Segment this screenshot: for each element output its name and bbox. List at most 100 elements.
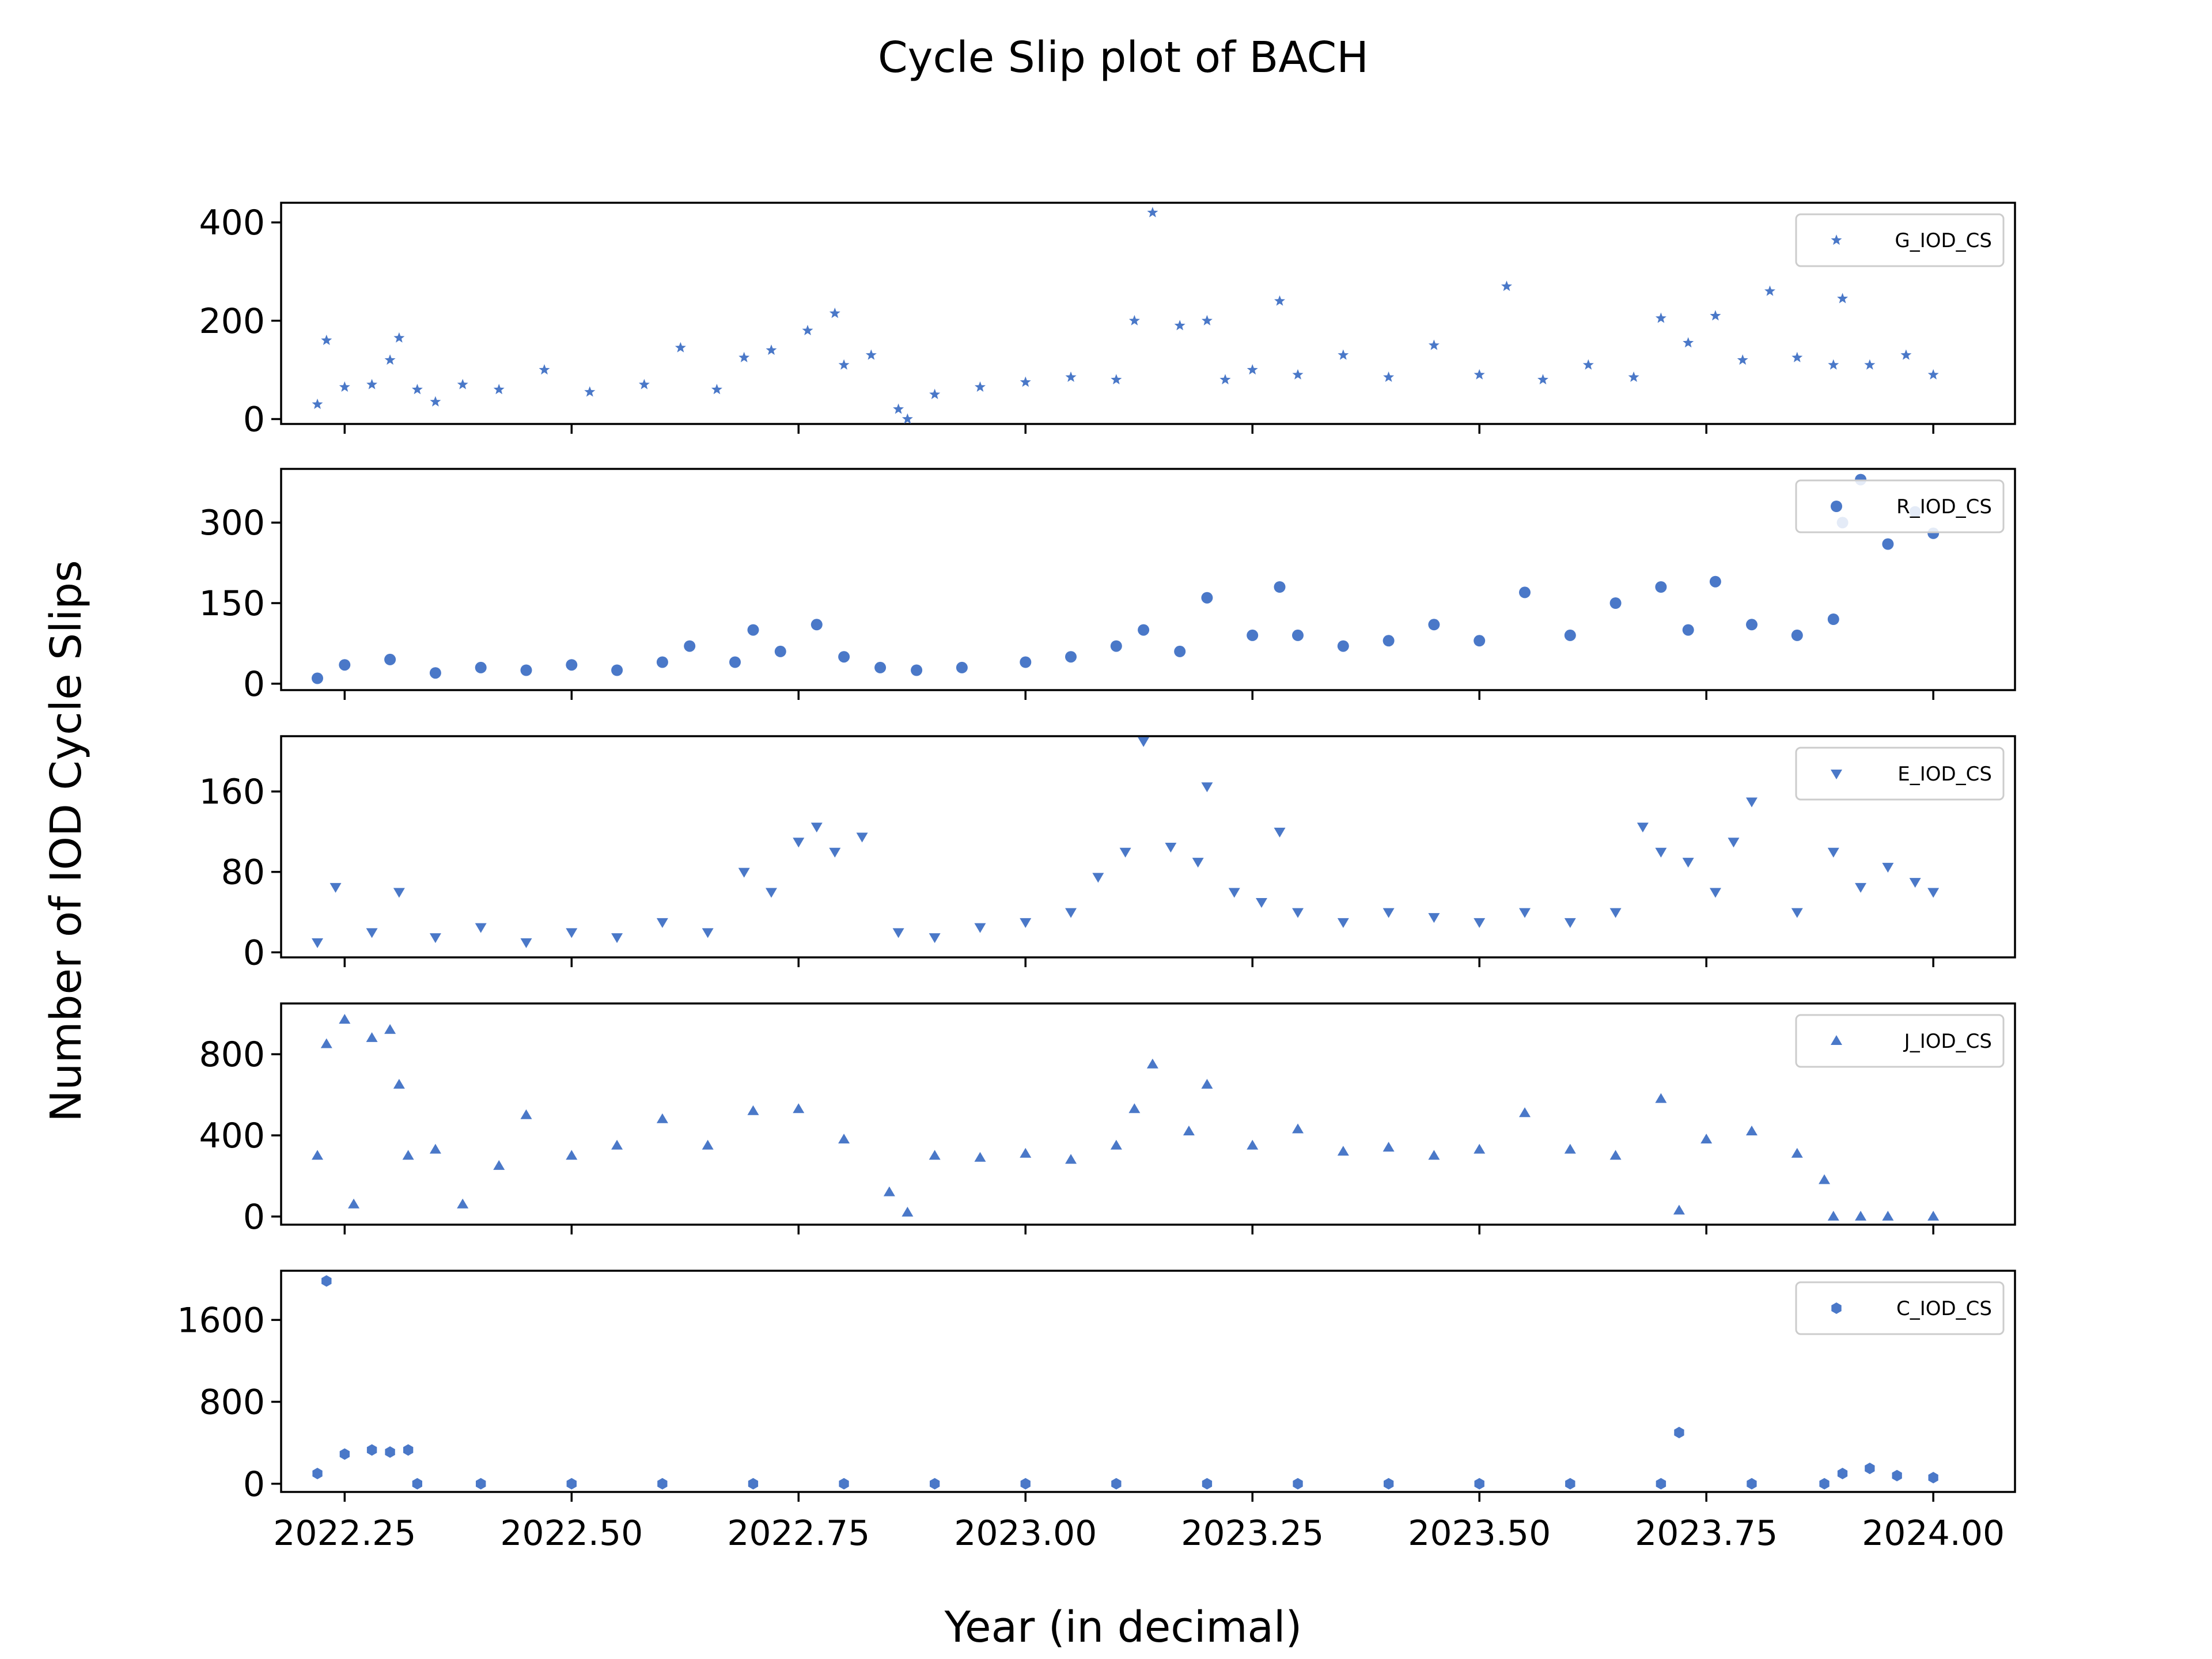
- data-point: [1337, 1146, 1349, 1156]
- x-tick-label: 2024.00: [1862, 1513, 2005, 1554]
- data-point: [793, 1103, 805, 1113]
- data-points: [312, 207, 1939, 424]
- data-point: [1247, 364, 1258, 375]
- data-point: [384, 653, 396, 665]
- data-point: [738, 868, 750, 878]
- subplot-j-iod-cs: 0 400 800 J_IOD_CS: [199, 1002, 2016, 1237]
- data-point: [1110, 1139, 1122, 1150]
- data-point: [810, 619, 823, 631]
- data-point: [1292, 369, 1304, 380]
- data-point: [656, 656, 668, 668]
- data-point: [747, 624, 759, 636]
- data-points: [312, 1014, 1940, 1221]
- y-tick-label: 0: [243, 933, 265, 973]
- data-point: [1737, 354, 1748, 365]
- y-tick-label: 1600: [177, 1300, 265, 1340]
- data-point: [429, 667, 441, 679]
- chart-title: Cycle Slip plot of BACH: [878, 33, 1369, 82]
- data-point: [1228, 888, 1240, 898]
- data-point: [902, 1206, 914, 1217]
- x-axis-title: Year (in decimal): [944, 1603, 1302, 1652]
- data-point: [1791, 1147, 1803, 1158]
- legend-marker: [1831, 770, 1842, 779]
- data-point: [1882, 862, 1894, 873]
- data-point: [911, 664, 923, 676]
- data-point: [1337, 918, 1349, 928]
- data-point: [1882, 538, 1894, 550]
- y-tick-label: 800: [199, 1035, 265, 1075]
- data-point: [1474, 1478, 1484, 1490]
- data-point: [329, 882, 342, 893]
- data-point: [1900, 349, 1912, 360]
- data-point: [1383, 371, 1395, 382]
- legend-label: E_IOD_CS: [1897, 763, 1992, 786]
- y-tick-label: 0: [243, 1197, 265, 1237]
- data-point: [312, 938, 324, 948]
- data-point: [384, 1024, 396, 1034]
- data-point: [1065, 651, 1077, 663]
- data-point: [1655, 847, 1667, 858]
- data-point: [339, 1014, 351, 1024]
- data-point: [366, 1444, 377, 1456]
- data-point: [1201, 782, 1213, 793]
- data-point: [1709, 888, 1721, 898]
- x-tick-label: 2022.50: [500, 1513, 643, 1554]
- data-point: [1710, 310, 1721, 321]
- data-point: [1882, 1210, 1894, 1221]
- y-axis-title: Number of IOD Cycle Slips: [41, 560, 91, 1122]
- data-point: [1020, 1478, 1031, 1490]
- data-point: [493, 1160, 505, 1170]
- axes-frame: [280, 1002, 2016, 1226]
- data-point: [566, 1150, 578, 1160]
- data-point: [1637, 823, 1649, 833]
- data-point: [747, 1105, 759, 1115]
- data-point: [1656, 1478, 1666, 1490]
- data-point: [1128, 1103, 1141, 1113]
- data-point: [1474, 918, 1486, 928]
- data-point: [656, 918, 668, 928]
- x-tick-label: 2022.25: [273, 1513, 416, 1554]
- data-point: [1428, 1150, 1440, 1160]
- data-point: [611, 664, 623, 676]
- data-point: [1255, 898, 1267, 908]
- data-point: [684, 640, 696, 652]
- data-point: [1147, 207, 1158, 218]
- data-point: [393, 332, 405, 343]
- data-point: [402, 1150, 414, 1160]
- data-point: [1501, 281, 1512, 291]
- data-point: [1247, 629, 1259, 641]
- y-tick-label: 400: [199, 203, 265, 243]
- subplot-r-iod-cs: 0 150 300 R_IOD_CS: [199, 468, 2016, 704]
- data-point: [766, 344, 777, 355]
- data-point: [348, 1198, 360, 1209]
- y-tick-label: 300: [199, 503, 265, 543]
- data-point: [1020, 656, 1032, 668]
- legend-box: [1795, 747, 2005, 801]
- legend: J_IOD_CS: [1795, 1014, 2005, 1068]
- data-point: [1855, 882, 1867, 893]
- data-point: [793, 838, 805, 848]
- data-point: [457, 1198, 469, 1209]
- data-point: [1428, 913, 1440, 923]
- data-point: [1474, 635, 1486, 647]
- data-point: [974, 381, 986, 392]
- data-point: [1110, 640, 1122, 652]
- y-tick-label: 400: [199, 1116, 265, 1156]
- data-point: [321, 334, 332, 345]
- legend-marker: [1831, 1035, 1842, 1045]
- data-point: [393, 1078, 405, 1089]
- data-point: [366, 928, 378, 938]
- legend-box: [1795, 479, 2005, 533]
- data-point: [956, 661, 968, 673]
- data-point: [1092, 873, 1104, 883]
- data-point: [1384, 1478, 1394, 1490]
- data-point: [1337, 640, 1349, 652]
- data-point: [829, 308, 840, 319]
- data-point: [929, 1150, 941, 1160]
- data-point: [974, 1152, 986, 1162]
- data-point: [1837, 293, 1849, 304]
- data-point: [1565, 1478, 1575, 1490]
- data-point: [865, 349, 877, 360]
- legend-marker: [1831, 1302, 1842, 1314]
- data-point: [584, 386, 596, 397]
